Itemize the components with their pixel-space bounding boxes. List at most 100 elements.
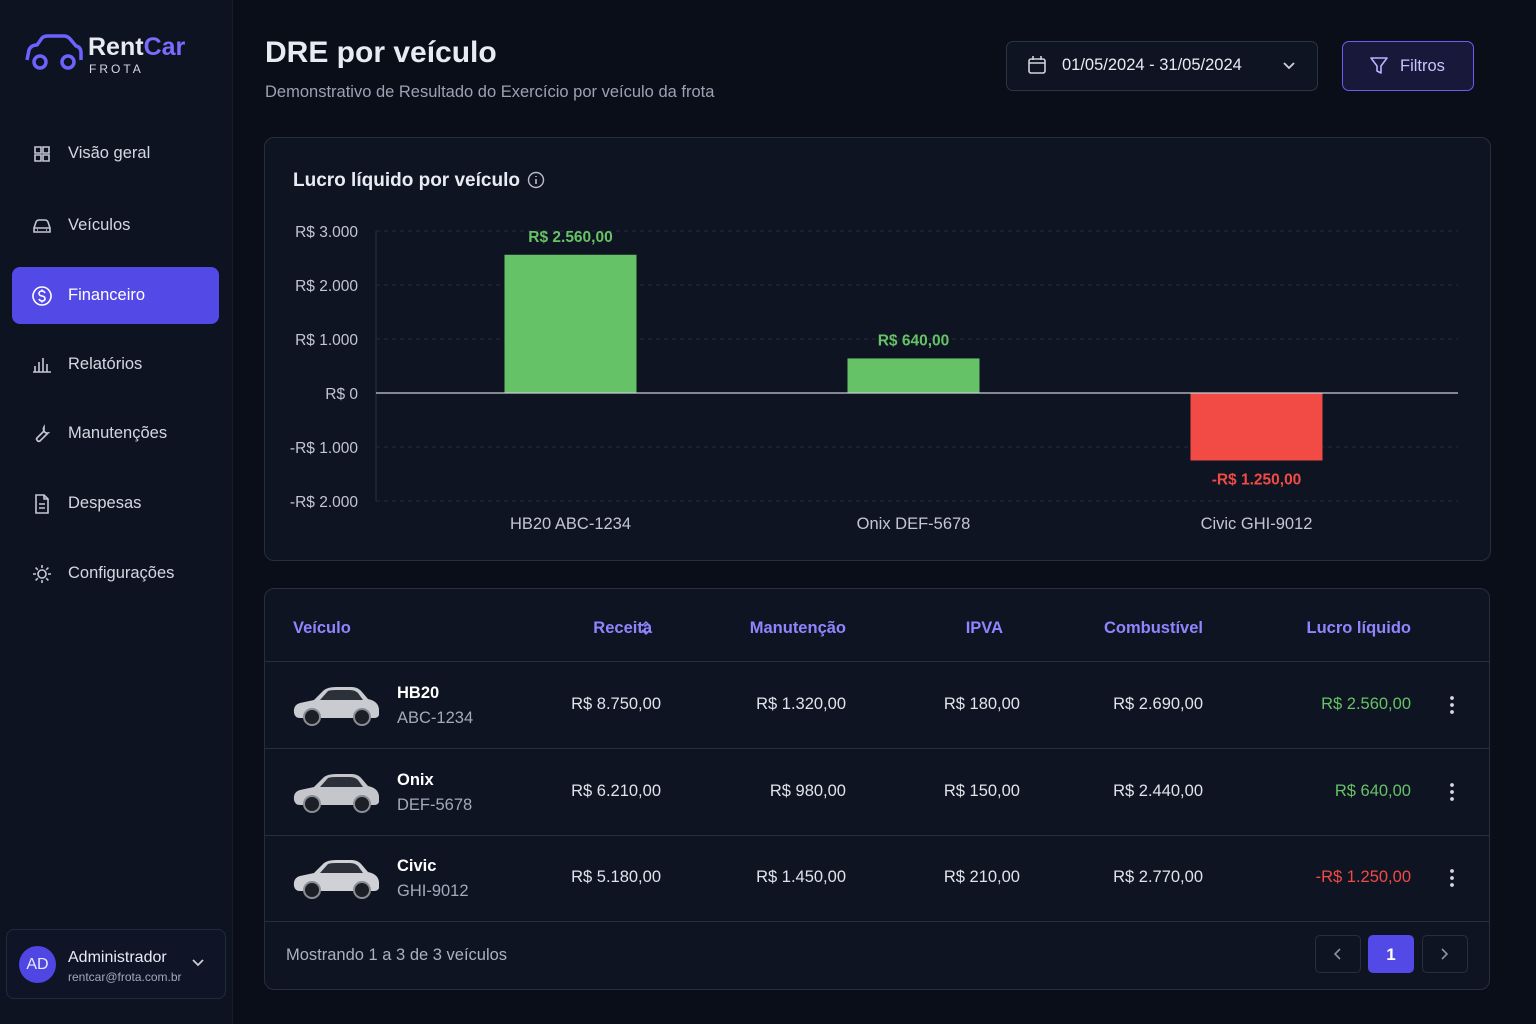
nav-item[interactable]: Configurações: [12, 545, 219, 602]
filter-icon: [1370, 57, 1388, 74]
date-range: 01/05/2024 - 31/05/2024: [1062, 56, 1242, 74]
cell: R$ 980,00: [769, 781, 846, 800]
nav-label: Financeiro: [68, 286, 146, 304]
row-divider: [265, 834, 1489, 836]
x-tick-label: Civic GHI-9012: [1201, 515, 1313, 533]
brand-name: RentCar: [88, 33, 185, 62]
row-menu[interactable]: [1448, 868, 1456, 888]
cell: R$ 2.770,00: [1113, 868, 1203, 886]
filters-button[interactable]: Filtros: [1342, 41, 1474, 91]
car-wheel: [353, 794, 371, 813]
table-card: Veículo Receita Manutenção IPVA Combustível L…: [264, 588, 1490, 990]
nav-item[interactable]: Despesas: [12, 475, 219, 532]
car-window: [320, 776, 363, 787]
cell: R$ 8.750,00: [571, 695, 661, 713]
dot: [1450, 796, 1454, 801]
bar: [504, 254, 637, 393]
car-window: [320, 690, 363, 700]
nav-label: Manutenções: [68, 424, 168, 442]
nav-label: Configurações: [68, 564, 175, 582]
cell: R$ 180,00: [943, 695, 1020, 713]
car-image: [293, 860, 379, 899]
car-wheel: [303, 794, 321, 813]
page-number: 1: [1386, 945, 1396, 964]
chart: -R$ 2.000 -R$ 1.000 R$ 0 R$ 1.000 R$ 2.000 R$…: [290, 224, 1458, 533]
icon-path: [33, 358, 51, 373]
icon-path: [33, 565, 51, 583]
cell: R$ 2.690,00: [1113, 695, 1203, 713]
avatar: AD: [19, 946, 56, 983]
info-icon[interactable]: [527, 171, 545, 189]
chevron: [1283, 62, 1295, 70]
nav-item[interactable]: Visão geral: [12, 125, 219, 182]
date-picker[interactable]: 01/05/2024 - 31/05/2024: [1006, 41, 1318, 91]
cell: R$ 1.320,00: [756, 695, 846, 713]
column-header: IPVA: [965, 619, 1003, 637]
vehicle-plate: ABC-1234: [397, 709, 474, 727]
column-header[interactable]: Receita: [593, 619, 652, 637]
dot: [1450, 782, 1454, 787]
brand-a: Rent: [88, 33, 144, 61]
nav-icon: [35, 424, 51, 443]
dot: [1450, 883, 1454, 887]
user-box[interactable]: AD Administrador rentcar@frota.com.br: [6, 929, 226, 999]
vehicle-plate: GHI-9012: [397, 882, 469, 900]
cell: R$ 150,00: [943, 781, 1020, 800]
nav-label: Relatórios: [68, 355, 143, 373]
nav-item[interactable]: Relatórios: [12, 336, 219, 393]
net-profit: R$ 2.560,00: [1321, 695, 1411, 713]
row-menu[interactable]: [1448, 782, 1456, 802]
column-header: Combustível: [1103, 619, 1203, 637]
nav-icon: [33, 358, 51, 373]
car-wheel: [353, 881, 371, 899]
sort-icon[interactable]: [640, 620, 652, 636]
y-tick-label: R$ 3.000: [295, 224, 358, 241]
arrow-path: [1333, 948, 1341, 960]
y-tick-label: -R$ 1.000: [290, 440, 358, 457]
page-subtitle: Demonstrativo de Resultado do Exercício …: [265, 83, 715, 101]
row-menu[interactable]: [1448, 695, 1456, 715]
nav-label: Visão geral: [68, 144, 151, 162]
current-page[interactable]: 1: [1368, 935, 1414, 973]
cell: R$ 6.210,00: [571, 781, 661, 800]
dot: [1450, 696, 1454, 700]
dot: [1450, 703, 1454, 707]
filters-label: Filtros: [1400, 57, 1445, 75]
arrow: [1441, 948, 1449, 960]
net-profit: R$ 640,00: [1334, 781, 1411, 800]
cell: R$ 210,00: [943, 868, 1020, 886]
row-divider: [265, 921, 1489, 922]
row-divider: [265, 748, 1489, 749]
table-footer: Mostrando 1 a 3 de 3 veículos: [286, 946, 508, 964]
prev-page[interactable]: [1315, 935, 1361, 973]
car-wheel: [303, 708, 321, 726]
dot: [1450, 710, 1454, 714]
value-label: -R$ 1.250,00: [1212, 472, 1302, 489]
cell: R$ 1.450,00: [756, 868, 846, 886]
nav-item[interactable]: Veículos: [12, 197, 219, 254]
dot: [1450, 876, 1454, 880]
vehicle-name: Onix: [397, 770, 434, 789]
nav-icon: [35, 494, 49, 514]
vehicle-name: Civic: [397, 857, 437, 875]
y-tick-label: R$ 2.000: [295, 278, 358, 295]
net-profit: -R$ 1.250,00: [1315, 868, 1411, 886]
icon-path: [32, 286, 52, 306]
dot: [1450, 789, 1454, 794]
dot: [1450, 869, 1454, 873]
y-tick-label: R$ 1.000: [295, 332, 358, 349]
logo-icon: [25, 34, 83, 70]
car-window: [320, 863, 363, 873]
x-tick-label: HB20 ABC-1234: [510, 515, 631, 533]
icon-path: [33, 219, 51, 233]
chart-title: Lucro líquido por veículo: [293, 170, 520, 191]
nav-item[interactable]: Financeiro: [12, 267, 219, 324]
user-email: rentcar@frota.com.br: [68, 970, 182, 984]
car-image: [293, 773, 379, 813]
nav-icon: [34, 146, 50, 162]
column-header: Manutenção: [749, 619, 846, 637]
next-page[interactable]: [1422, 935, 1468, 973]
nav-item[interactable]: Manutenções: [12, 405, 219, 462]
arrow-path: [1441, 948, 1449, 960]
vehicle-plate: DEF-5678: [397, 795, 473, 814]
